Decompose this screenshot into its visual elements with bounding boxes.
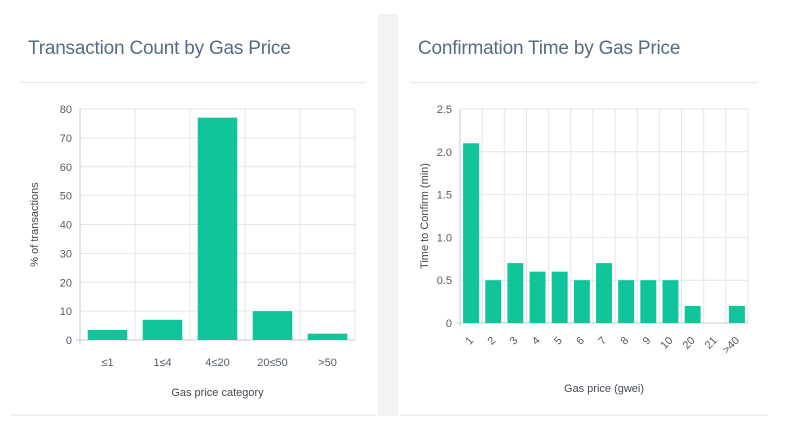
right-bar — [507, 263, 524, 323]
right-bar — [684, 305, 701, 323]
left-x-tick-label: >50 — [318, 357, 337, 369]
right-x-tick-label: 6 — [574, 335, 587, 348]
right-x-tick-label: 21 — [703, 335, 720, 352]
right-x-axis-label: Gas price (gwei) — [564, 383, 644, 395]
left-y-tick-label: 80 — [60, 104, 72, 116]
left-y-tick-label: 10 — [60, 306, 72, 318]
left-chart-title: Transaction Count by Gas Price — [28, 38, 291, 59]
right-bar — [662, 280, 679, 323]
left-bar — [87, 329, 128, 340]
left-bottom-divider — [10, 414, 376, 416]
panel-gutter — [378, 14, 398, 416]
left-y-tick-label: 20 — [60, 277, 72, 289]
right-bar-chart: 0 0.5 1.0 1.5 2.0 2.5 1 2 3 4 5 6 7 8 9 10 20 21 >40 Time t… — [419, 104, 749, 395]
right-y-tick-label: 2.0 — [437, 147, 452, 159]
left-y-axis-label: % of transactions — [29, 182, 41, 267]
right-x-tick-label: 7 — [596, 335, 609, 348]
left-chart-panel: Transaction Count by Gas Price 0 10 20 30 40… — [10, 14, 376, 416]
left-x-tick-label: 4≤20 — [205, 357, 229, 369]
left-bar — [307, 333, 348, 340]
right-bar — [618, 280, 635, 323]
right-x-tick-label: 2 — [486, 335, 499, 348]
left-y-tick-label: 60 — [60, 162, 72, 174]
right-x-tick-label: 1 — [463, 335, 476, 348]
left-x-tick-label: 20≤50 — [257, 357, 288, 369]
right-y-tick-label: 2.5 — [437, 104, 452, 116]
left-bar-chart: 0 10 20 30 40 50 60 70 80 ≤1 1≤4 4≤20 20≤50 >50 % of t… — [29, 104, 356, 399]
right-y-tick-label: 0.5 — [437, 275, 452, 287]
left-x-axis-label: Gas price category — [171, 387, 264, 399]
left-y-tick-label: 40 — [60, 220, 72, 232]
left-y-tick-label: 0 — [66, 335, 72, 347]
left-y-tick-label: 30 — [60, 248, 72, 260]
right-bar — [551, 271, 568, 323]
left-bar — [142, 319, 183, 340]
right-bottom-divider — [400, 414, 768, 416]
left-x-tick-label: ≤1 — [101, 357, 113, 369]
right-y-tick-label: 1.0 — [437, 232, 452, 244]
left-title-divider — [20, 82, 366, 83]
right-x-tick-label: 5 — [552, 335, 565, 348]
right-x-tick-label: >40 — [720, 335, 742, 357]
left-bar — [252, 311, 293, 340]
right-y-axis-label: Time to Confirm (min) — [419, 163, 431, 269]
right-x-tick-label: 20 — [681, 335, 698, 352]
right-bar — [573, 280, 590, 323]
right-bar — [463, 143, 480, 323]
right-bar — [529, 271, 546, 323]
right-x-tick-label: 9 — [641, 335, 654, 348]
right-bar — [596, 263, 612, 323]
right-x-tick-label: 3 — [508, 335, 521, 348]
left-x-tick-label: 1≤4 — [153, 357, 171, 369]
right-bar — [485, 280, 502, 323]
right-bar — [640, 280, 657, 323]
right-y-tick-label: 0 — [446, 318, 452, 330]
right-title-divider — [410, 82, 758, 83]
right-x-tick-label: 8 — [618, 335, 631, 348]
right-x-tick-label: 10 — [658, 335, 675, 352]
left-bar — [197, 117, 238, 340]
right-y-tick-label: 1.5 — [437, 190, 452, 202]
left-y-tick-label: 50 — [60, 191, 72, 203]
left-y-tick-label: 70 — [60, 133, 72, 145]
right-bar — [728, 305, 745, 323]
right-chart-title: Confirmation Time by Gas Price — [418, 38, 681, 59]
right-x-tick-label: 4 — [530, 335, 543, 348]
right-chart-panel: Confirmation Time by Gas Price 0 0.5 1.0 1.… — [400, 14, 768, 416]
